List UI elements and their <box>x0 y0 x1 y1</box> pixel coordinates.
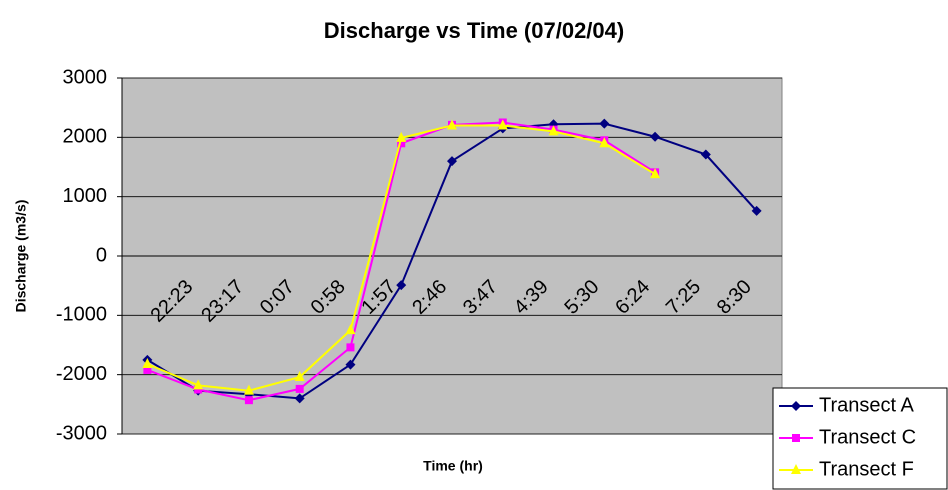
marker <box>396 280 407 291</box>
marker <box>396 131 407 142</box>
marker <box>142 357 153 368</box>
marker <box>650 168 661 179</box>
legend-label: Transect A <box>819 394 915 416</box>
y-tick-label: 3000 <box>63 66 108 88</box>
marker <box>194 385 203 394</box>
marker <box>792 434 800 442</box>
y-tick-label: 2000 <box>63 126 108 148</box>
y-tick-label: -3000 <box>56 422 107 444</box>
marker <box>243 384 254 395</box>
marker <box>497 119 508 130</box>
chart-title: Discharge vs Time (07/02/04) <box>324 18 624 43</box>
marker <box>294 393 305 404</box>
marker <box>143 365 152 374</box>
marker <box>346 343 355 352</box>
y-axis-label: Discharge (m3/s) <box>13 200 29 313</box>
y-tick-label: -1000 <box>56 304 107 326</box>
marker <box>650 131 661 142</box>
marker <box>791 401 801 411</box>
legend-label: Transect C <box>819 426 916 448</box>
y-tick-label: 1000 <box>63 185 108 207</box>
marker <box>447 156 457 167</box>
marker <box>751 205 762 216</box>
y-tick-label: 0 <box>96 244 107 266</box>
marker <box>548 125 559 136</box>
x-axis-label: Time (hr) <box>423 458 483 474</box>
marker <box>599 118 610 129</box>
legend-label: Transect F <box>819 458 914 480</box>
marker <box>599 137 610 148</box>
marker <box>700 149 711 160</box>
marker <box>791 464 801 474</box>
marker <box>345 359 356 370</box>
marker <box>244 396 253 405</box>
marker <box>294 371 305 382</box>
marker <box>193 379 204 390</box>
y-tick-label: -2000 <box>56 363 107 385</box>
marker <box>447 119 457 130</box>
marker <box>397 139 406 148</box>
marker <box>345 324 356 335</box>
marker <box>295 384 304 393</box>
